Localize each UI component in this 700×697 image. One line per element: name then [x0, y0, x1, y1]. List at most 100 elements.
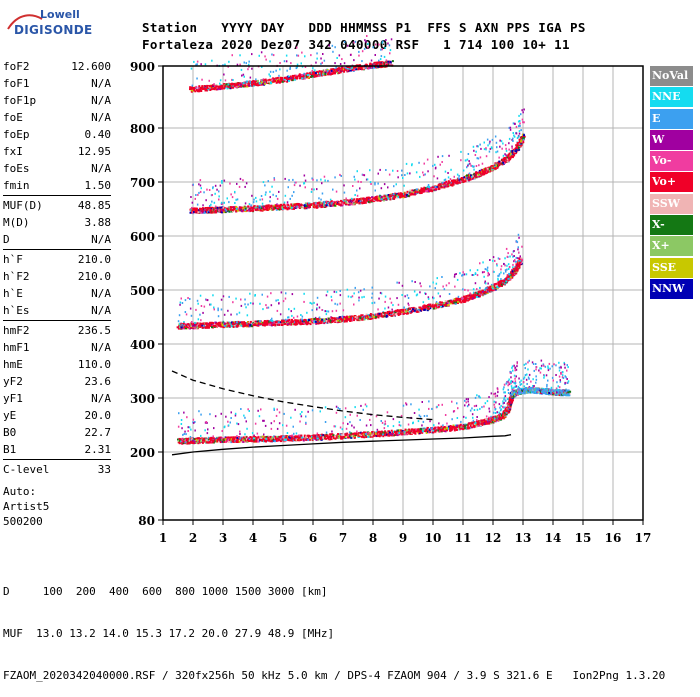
- echo-dot: [352, 295, 354, 297]
- echo-dot: [253, 201, 255, 203]
- echo-dot: [305, 422, 307, 424]
- echo-dot: [340, 290, 342, 292]
- echo-dot: [470, 410, 472, 412]
- echo-dot: [396, 282, 398, 284]
- echo-dot: [422, 401, 424, 403]
- echo-dot: [339, 303, 341, 305]
- echo-dot: [246, 420, 248, 422]
- echo-dot: [384, 308, 386, 310]
- echo-dot: [331, 433, 333, 435]
- echo-dot: [246, 182, 248, 184]
- echo-dot: [483, 406, 485, 408]
- echo-dot: [232, 301, 234, 303]
- echo-dot: [400, 425, 402, 427]
- echo-dot: [293, 433, 295, 435]
- echo-dot: [212, 294, 214, 296]
- echo-dot: [251, 440, 253, 442]
- echo-dot: [278, 302, 280, 304]
- echo-dot: [197, 303, 199, 305]
- echo-dot: [500, 272, 502, 274]
- echo-dot: [182, 434, 184, 436]
- echo-dot: [454, 274, 456, 276]
- echo-dot: [236, 423, 238, 425]
- echo-dot: [213, 307, 215, 309]
- echo-dot: [451, 401, 453, 403]
- echo-dot: [343, 309, 345, 311]
- echo-dot: [321, 309, 323, 311]
- echo-dot: [506, 269, 508, 271]
- echo-dot: [476, 405, 478, 407]
- echo-dot: [187, 297, 189, 299]
- echo-dot: [250, 302, 252, 304]
- echo-dot: [290, 417, 292, 419]
- echo-dot: [281, 291, 283, 293]
- echo-dot: [197, 194, 199, 196]
- echo-dot: [334, 425, 336, 427]
- echo-dot: [239, 431, 241, 433]
- echo-dot: [391, 311, 393, 313]
- echo-dot: [431, 427, 433, 429]
- echo-dot: [213, 440, 215, 442]
- echo-dot: [194, 430, 196, 432]
- echo-dot: [325, 310, 327, 312]
- echo-dot: [201, 305, 203, 307]
- echo-dot: [229, 211, 231, 213]
- echo-dot: [230, 206, 232, 208]
- echo-dot: [378, 313, 380, 315]
- echo-dot: [273, 324, 275, 326]
- echo-dot: [518, 234, 520, 236]
- echo-dot: [246, 428, 248, 430]
- echo-dot: [213, 427, 215, 429]
- echo-dot: [236, 435, 238, 437]
- echo-dot: [202, 312, 204, 314]
- echo-dot: [406, 404, 408, 406]
- echo-dot: [459, 272, 461, 274]
- echo-dot: [271, 428, 273, 430]
- echo-dot: [251, 325, 253, 327]
- echo-dot: [185, 311, 187, 313]
- echo-dot: [286, 425, 288, 427]
- echo-dot: [505, 391, 507, 393]
- echo-dot: [495, 395, 497, 397]
- echo-dot: [214, 202, 216, 204]
- echo-dot: [262, 294, 264, 296]
- echo-dot: [191, 321, 193, 323]
- echo-dot: [436, 406, 438, 408]
- echo-dot: [278, 321, 280, 323]
- echo-dot: [507, 252, 509, 254]
- echo-dot: [280, 205, 282, 207]
- echo-dot: [209, 413, 211, 415]
- echo-dot: [326, 294, 328, 296]
- echo-dot: [512, 381, 514, 383]
- echo-dot: [261, 195, 263, 197]
- echo-dot: [190, 429, 192, 431]
- echo-dot: [438, 404, 440, 406]
- echo-dot: [475, 397, 477, 399]
- echo-dot: [252, 210, 254, 212]
- echo-dot: [181, 419, 183, 421]
- echo-dot: [369, 419, 371, 421]
- echo-dot: [505, 269, 507, 271]
- echo-dot: [292, 293, 294, 295]
- echo-dot: [359, 419, 361, 421]
- echo-dot: [446, 423, 448, 425]
- echo-dot: [292, 179, 294, 181]
- echo-dot: [251, 195, 253, 197]
- echo-dot: [262, 308, 264, 310]
- echo-dot: [234, 191, 236, 193]
- echo-dot: [187, 430, 189, 432]
- echo-dot: [262, 324, 264, 326]
- echo-dot: [407, 294, 409, 296]
- echo-dot: [236, 321, 238, 323]
- echo-dot: [293, 317, 295, 319]
- echo-dot: [199, 208, 201, 210]
- echo-dot: [501, 408, 503, 410]
- echo-dot: [255, 423, 257, 425]
- echo-dot: [517, 241, 519, 243]
- echo-dot: [240, 408, 242, 410]
- echo-dot: [496, 265, 498, 267]
- echo-dot: [231, 325, 233, 327]
- echo-dot: [511, 385, 513, 387]
- echo-dot: [458, 296, 460, 298]
- echo-dot: [462, 274, 464, 276]
